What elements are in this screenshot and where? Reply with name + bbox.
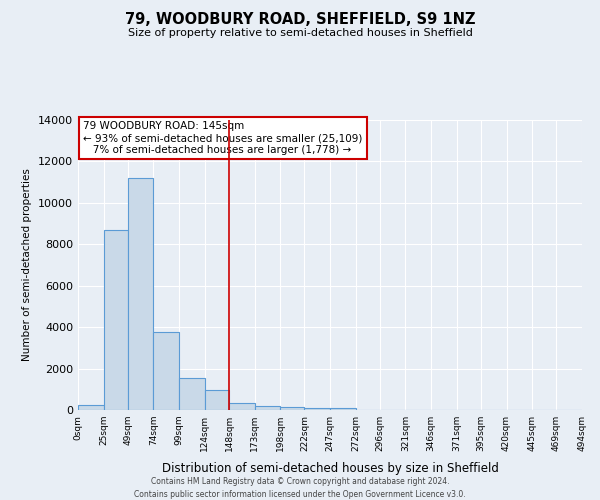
- Bar: [78, 405, 104, 410]
- Text: Contains public sector information licensed under the Open Government Licence v3: Contains public sector information licen…: [134, 490, 466, 499]
- Y-axis label: Number of semi-detached properties: Number of semi-detached properties: [22, 168, 32, 362]
- Bar: [304, 408, 330, 410]
- Text: 79 WOODBURY ROAD: 145sqm
← 93% of semi-detached houses are smaller (25,109)
   7: 79 WOODBURY ROAD: 145sqm ← 93% of semi-d…: [83, 122, 362, 154]
- Bar: [128, 178, 154, 410]
- Bar: [229, 403, 254, 410]
- Bar: [280, 408, 304, 410]
- Bar: [104, 230, 128, 410]
- Text: 79, WOODBURY ROAD, SHEFFIELD, S9 1NZ: 79, WOODBURY ROAD, SHEFFIELD, S9 1NZ: [125, 12, 475, 28]
- Text: Contains HM Land Registry data © Crown copyright and database right 2024.: Contains HM Land Registry data © Crown c…: [151, 478, 449, 486]
- Bar: [154, 332, 179, 410]
- X-axis label: Distribution of semi-detached houses by size in Sheffield: Distribution of semi-detached houses by …: [161, 462, 499, 475]
- Bar: [254, 406, 280, 410]
- Bar: [179, 378, 205, 410]
- Bar: [205, 390, 229, 410]
- Text: Size of property relative to semi-detached houses in Sheffield: Size of property relative to semi-detach…: [128, 28, 472, 38]
- Bar: [330, 408, 356, 410]
